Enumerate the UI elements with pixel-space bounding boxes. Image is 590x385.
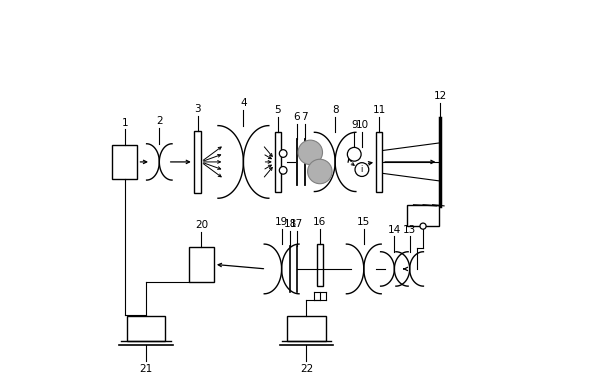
Text: 17: 17 <box>290 219 303 229</box>
Bar <box>376 132 382 192</box>
Text: 14: 14 <box>388 224 401 234</box>
Text: 7: 7 <box>301 112 308 122</box>
Bar <box>287 316 326 341</box>
Text: 9: 9 <box>351 120 358 130</box>
Text: i: i <box>360 165 363 174</box>
Circle shape <box>298 140 323 165</box>
Bar <box>127 316 165 341</box>
Text: 19: 19 <box>275 217 289 227</box>
Bar <box>407 205 440 226</box>
Text: 21: 21 <box>139 364 153 374</box>
Circle shape <box>348 147 361 161</box>
Text: 11: 11 <box>372 105 386 115</box>
Text: 20: 20 <box>195 220 208 230</box>
Text: 8: 8 <box>332 105 339 115</box>
Circle shape <box>279 166 287 174</box>
Circle shape <box>279 150 287 157</box>
Text: 5: 5 <box>274 105 281 115</box>
Circle shape <box>420 223 426 229</box>
Circle shape <box>355 163 369 176</box>
Text: 18: 18 <box>283 219 297 229</box>
Text: 1: 1 <box>122 117 128 127</box>
Text: 12: 12 <box>434 91 447 101</box>
Bar <box>194 131 201 192</box>
Text: 13: 13 <box>403 224 417 234</box>
Text: 6: 6 <box>294 112 300 122</box>
Text: 16: 16 <box>313 217 326 227</box>
Text: 2: 2 <box>156 116 163 126</box>
Circle shape <box>307 159 332 184</box>
Text: 22: 22 <box>300 364 313 374</box>
Bar <box>113 145 137 179</box>
Bar <box>275 132 281 192</box>
Bar <box>317 244 323 286</box>
Bar <box>189 247 214 281</box>
Text: 10: 10 <box>355 120 368 130</box>
Text: 3: 3 <box>194 104 201 114</box>
Text: 4: 4 <box>240 99 247 109</box>
Text: 15: 15 <box>357 217 371 227</box>
